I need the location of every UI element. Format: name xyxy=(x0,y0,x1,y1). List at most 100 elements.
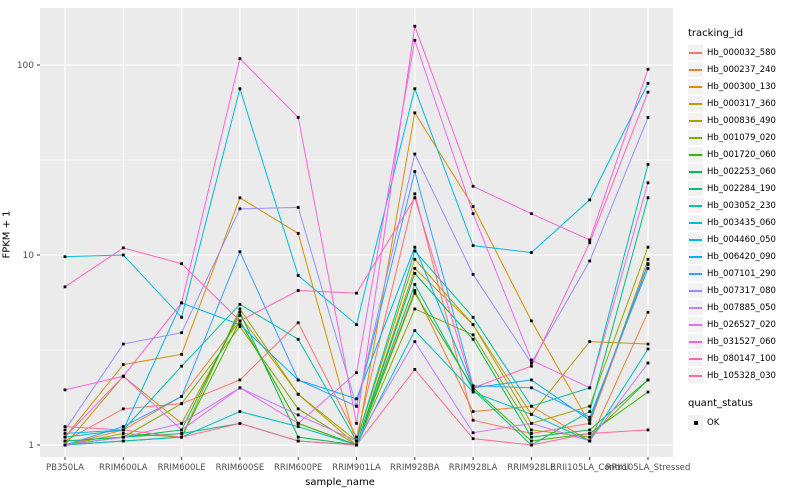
data-point xyxy=(238,310,242,314)
data-point xyxy=(238,307,242,311)
x-tick-label: RRII105LA_Stressed xyxy=(606,463,691,473)
legend-key-line-icon xyxy=(689,306,702,309)
data-point xyxy=(121,425,125,428)
legend-key xyxy=(688,181,703,196)
data-point xyxy=(646,67,650,71)
data-point xyxy=(413,367,417,371)
data-point xyxy=(646,196,650,200)
data-point xyxy=(588,435,592,439)
legend-key-line-icon xyxy=(689,272,702,275)
legend-key xyxy=(688,283,703,298)
data-point xyxy=(471,333,475,337)
legend-item-Hb_007101_290: Hb_007101_290 xyxy=(688,266,798,281)
data-point xyxy=(530,378,533,382)
data-point xyxy=(355,371,358,375)
data-point xyxy=(296,439,300,443)
legend-item-Hb_002284_190: Hb_002284_190 xyxy=(688,181,798,196)
data-point xyxy=(121,253,125,257)
data-point xyxy=(121,432,125,435)
data-point xyxy=(296,392,300,396)
data-point xyxy=(238,386,242,390)
data-point xyxy=(530,364,533,368)
legend-item-Hb_007885_050: Hb_007885_050 xyxy=(688,300,798,315)
legend-item-label: Hb_004460_050 xyxy=(707,234,776,245)
legend-key-line-icon xyxy=(689,85,702,88)
data-point xyxy=(530,361,533,365)
tracking-id-legend: tracking_id Hb_000032_580 Hb_000237_240 Hb… xyxy=(688,28,798,385)
legend-key-line-icon xyxy=(689,153,702,156)
data-point xyxy=(180,435,183,439)
x-tick-label: RRIM901LA xyxy=(332,463,381,473)
y-tick-label: 1 xyxy=(28,441,34,451)
legend-key-line-icon xyxy=(689,374,702,377)
legend-item-label: Hb_000237_240 xyxy=(707,64,776,75)
data-point xyxy=(646,378,650,382)
data-point xyxy=(121,407,125,411)
legend-key-line-icon xyxy=(689,238,702,241)
data-point xyxy=(413,283,417,286)
legend-item-Hb_000032_580: Hb_000032_580 xyxy=(688,45,798,60)
data-point xyxy=(530,404,533,408)
data-point xyxy=(238,87,242,91)
data-point xyxy=(296,413,300,417)
legend-item-label: Hb_006420_090 xyxy=(707,251,776,262)
legend-key xyxy=(688,249,703,264)
legend-key-line-icon xyxy=(689,221,702,224)
legend-item-label: Hb_105328_030 xyxy=(707,370,776,381)
data-point xyxy=(180,402,183,406)
legend-key xyxy=(688,334,703,349)
data-point xyxy=(121,435,125,439)
data-point xyxy=(530,212,533,216)
data-point xyxy=(121,246,125,250)
data-point xyxy=(530,428,533,432)
data-point xyxy=(355,323,358,327)
data-point xyxy=(646,262,650,266)
legend-key xyxy=(688,351,703,366)
data-point xyxy=(296,321,300,325)
data-point xyxy=(121,428,125,432)
quant-status-legend: quant_status OK xyxy=(688,398,798,432)
legend-item-Hb_002253_060: Hb_002253_060 xyxy=(688,164,798,179)
legend-item-label: Hb_000317_360 xyxy=(707,98,776,109)
legend-key xyxy=(688,79,703,94)
data-point xyxy=(355,397,358,401)
data-point xyxy=(238,250,242,254)
data-point xyxy=(296,435,300,439)
data-point xyxy=(180,262,183,266)
legend-item-Hb_001079_020: Hb_001079_020 xyxy=(688,130,798,145)
data-point xyxy=(471,390,475,394)
legend-item-Hb_000300_130: Hb_000300_130 xyxy=(688,79,798,94)
data-point xyxy=(471,418,475,422)
x-tick-label: RRII105LA_Control xyxy=(550,463,629,473)
data-point xyxy=(413,87,417,91)
data-point xyxy=(296,115,300,119)
data-point xyxy=(646,245,650,249)
legend-item-Hb_004460_050: Hb_004460_050 xyxy=(688,232,798,247)
data-point xyxy=(471,184,475,188)
data-point xyxy=(646,390,650,394)
data-point xyxy=(471,337,475,341)
data-point xyxy=(296,425,300,428)
data-point xyxy=(238,196,242,200)
data-point xyxy=(530,432,533,435)
data-point xyxy=(588,238,592,242)
legend-item-label: Hb_002253_060 xyxy=(707,166,776,177)
data-point xyxy=(413,245,417,249)
data-point xyxy=(355,404,358,408)
data-point xyxy=(588,198,592,202)
legend-item-label: Hb_003052_230 xyxy=(707,200,776,211)
data-point xyxy=(530,251,533,254)
data-point xyxy=(530,421,533,425)
data-point xyxy=(413,272,417,275)
data-point xyxy=(180,364,183,368)
data-point xyxy=(296,231,300,235)
data-point xyxy=(63,285,67,289)
legend2-item-ok: OK xyxy=(688,415,798,430)
data-point xyxy=(471,431,475,435)
legend-key xyxy=(688,300,703,315)
data-point xyxy=(646,428,650,432)
data-point xyxy=(413,38,417,42)
data-point xyxy=(63,435,67,439)
legend-key-line-icon xyxy=(689,289,702,292)
